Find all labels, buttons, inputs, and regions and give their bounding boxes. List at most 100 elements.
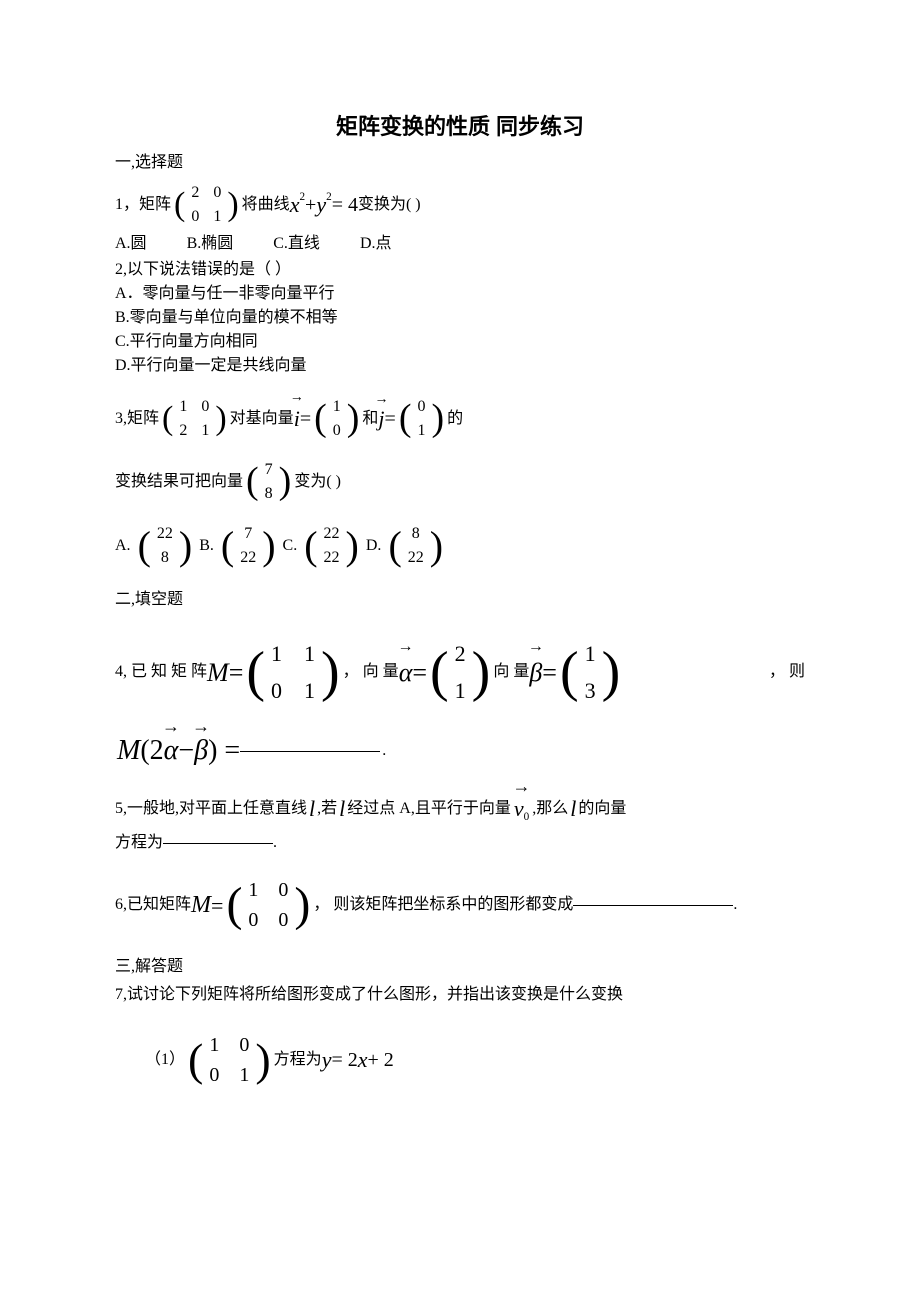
- q3-opt-a-v: ( 22 8 ): [138, 516, 193, 576]
- q3-line1: 3,矩阵 ( 10 21 ) 对基向量 → i = ( 1 0 ) 和 → j …: [115, 390, 805, 447]
- m-cell: 1: [304, 674, 315, 707]
- m-cell: 22: [408, 546, 424, 570]
- q4-left-group: 4, 已 知 矩 阵 M = ( 11 01 ) ， 向 量 → α = ( 2…: [115, 630, 623, 714]
- paren-left-icon: (: [246, 453, 259, 510]
- blank-input[interactable]: [240, 751, 380, 752]
- sub-0: 0: [524, 811, 530, 823]
- q6-m-content: 10 00: [242, 874, 294, 936]
- m-cell: 1: [304, 637, 315, 670]
- blank-input[interactable]: [573, 905, 733, 906]
- q1-prefix: 1，矩阵: [115, 193, 171, 217]
- q4-l2-close: ) =: [208, 730, 240, 772]
- vec-alpha2: → α: [164, 730, 179, 772]
- paren-right-icon: ): [255, 1025, 270, 1094]
- q7-sub1: （1） ( 10 01 ) 方程为 y = 2 x + 2: [115, 1025, 805, 1094]
- paren-right-icon: ): [294, 869, 310, 941]
- mM-content: 11 01: [265, 636, 321, 708]
- q4-suffix1: ， 则: [769, 660, 805, 684]
- m-cell: 0: [333, 419, 341, 443]
- vb-content: 1 3: [579, 636, 602, 708]
- m-cell: 1: [239, 1060, 249, 1090]
- q3-opt-c-label: C.: [283, 534, 298, 558]
- m-cell: 1: [455, 674, 466, 707]
- q7-sub1-label: （1）: [145, 1048, 185, 1072]
- q1-eq: = 4: [332, 190, 358, 220]
- q2-opt-b: B.零向量与单位向量的模不相等: [115, 306, 805, 330]
- q1-options: A.圆 B.椭圆 C.直线 D.点: [115, 232, 805, 256]
- q7-x: x: [358, 1043, 368, 1076]
- q3-vi: ( 1 0 ): [314, 390, 359, 447]
- m-cell: 2: [455, 637, 466, 670]
- m-cell: 22: [324, 522, 340, 546]
- m-cell: 0: [201, 395, 209, 419]
- q3-l2-suffix: 变为( ): [294, 470, 341, 494]
- q4-period: .: [382, 739, 386, 763]
- q1-matrix-content: 20 01: [185, 180, 227, 230]
- m-cell: 22: [240, 546, 256, 570]
- blank-input[interactable]: [163, 843, 273, 844]
- vec-v0: → v0: [514, 792, 529, 825]
- q1-opt-b: B.椭圆: [187, 232, 234, 256]
- q4-l2-open: (2: [140, 730, 163, 772]
- q4-eq: =: [229, 653, 244, 692]
- q3-matrix: ( 10 21 ): [162, 393, 227, 444]
- m-cell: 1: [585, 637, 596, 670]
- opt-content: 22 22: [318, 521, 346, 571]
- q5-t4: ,那么: [532, 797, 568, 821]
- q5-t5: 的向量: [578, 797, 626, 821]
- q7-stem: 7,试讨论下列矩阵将所给图形变成了什么图形，并指出该变换是什么变换: [115, 983, 805, 1007]
- section1-heading: 一,选择题: [115, 151, 805, 175]
- m-cell: 0: [248, 905, 258, 935]
- m-cell: 1: [417, 419, 425, 443]
- paren-right-icon: ): [430, 516, 443, 576]
- q4-prefix: 4, 已 知 矩 阵: [115, 660, 207, 684]
- q1-plus: +: [305, 190, 316, 220]
- j-symbol: j: [378, 406, 384, 431]
- paren-left-icon: (: [138, 516, 151, 576]
- beta-symbol: β: [194, 735, 208, 766]
- paren-left-icon: (: [314, 390, 327, 447]
- q7-matrix: ( 10 01 ): [188, 1025, 271, 1094]
- q1-mid: 将曲线: [242, 193, 290, 217]
- paren-right-icon: ): [227, 179, 238, 230]
- m-cell: 1: [209, 1030, 219, 1060]
- m-cell: 1: [248, 875, 258, 905]
- q2-opt-a: A．零向量与任一非零向量平行: [115, 282, 805, 306]
- q4-eq3: =: [542, 653, 557, 692]
- m-cell: 0: [239, 1030, 249, 1060]
- q3-opt-c-v: ( 22 22 ): [304, 516, 359, 576]
- q3-opt-b-v: ( 7 22 ): [221, 516, 276, 576]
- paren-left-icon: (: [399, 390, 412, 447]
- m-cell: 0: [278, 875, 288, 905]
- l-symbol-c: l: [570, 792, 576, 825]
- q3-matrix-content: 10 21: [173, 394, 215, 444]
- q1-x: x: [290, 188, 300, 221]
- q3-eq: =: [300, 404, 311, 434]
- m-cell: 8: [412, 522, 420, 546]
- section2-heading: 二,填空题: [115, 588, 805, 612]
- q4-line1: 4, 已 知 矩 阵 M = ( 11 01 ) ， 向 量 → α = ( 2…: [115, 630, 805, 714]
- q1-opt-a: A.圆: [115, 232, 147, 256]
- m-cell: 1: [333, 395, 341, 419]
- m-cell: 0: [191, 205, 199, 229]
- paren-right-icon: ): [279, 453, 292, 510]
- q2-opt-c: C.平行向量方向相同: [115, 330, 805, 354]
- q7-eq-eq: = 2: [331, 1045, 357, 1075]
- i-symbol: i: [294, 406, 300, 431]
- sup-2: 2: [299, 189, 305, 206]
- paren-right-icon: ): [215, 393, 226, 444]
- paren-left-icon: (: [246, 630, 265, 714]
- q1-opt-d: D.点: [360, 232, 392, 256]
- q5-t2: ,若: [317, 797, 337, 821]
- opt-content: 22 8: [151, 521, 179, 571]
- q4-line2: M (2 → α − → β ) = .: [117, 730, 805, 772]
- q5-line2: 方程为 .: [115, 831, 805, 855]
- q3-opt-d-v: ( 8 22 ): [388, 516, 443, 576]
- q7-y: y: [322, 1043, 332, 1076]
- q4-mid1: ， 向 量: [343, 660, 399, 684]
- beta-symbol: β: [529, 658, 542, 687]
- q6-line: 6,已知矩阵 M = ( 10 00 ) ， 则该矩阵把坐标系中的图形都变成 .: [115, 869, 805, 941]
- paren-right-icon: ): [321, 630, 340, 714]
- q1-matrix: ( 20 01 ): [174, 179, 239, 230]
- arrow-icon: →: [398, 643, 414, 651]
